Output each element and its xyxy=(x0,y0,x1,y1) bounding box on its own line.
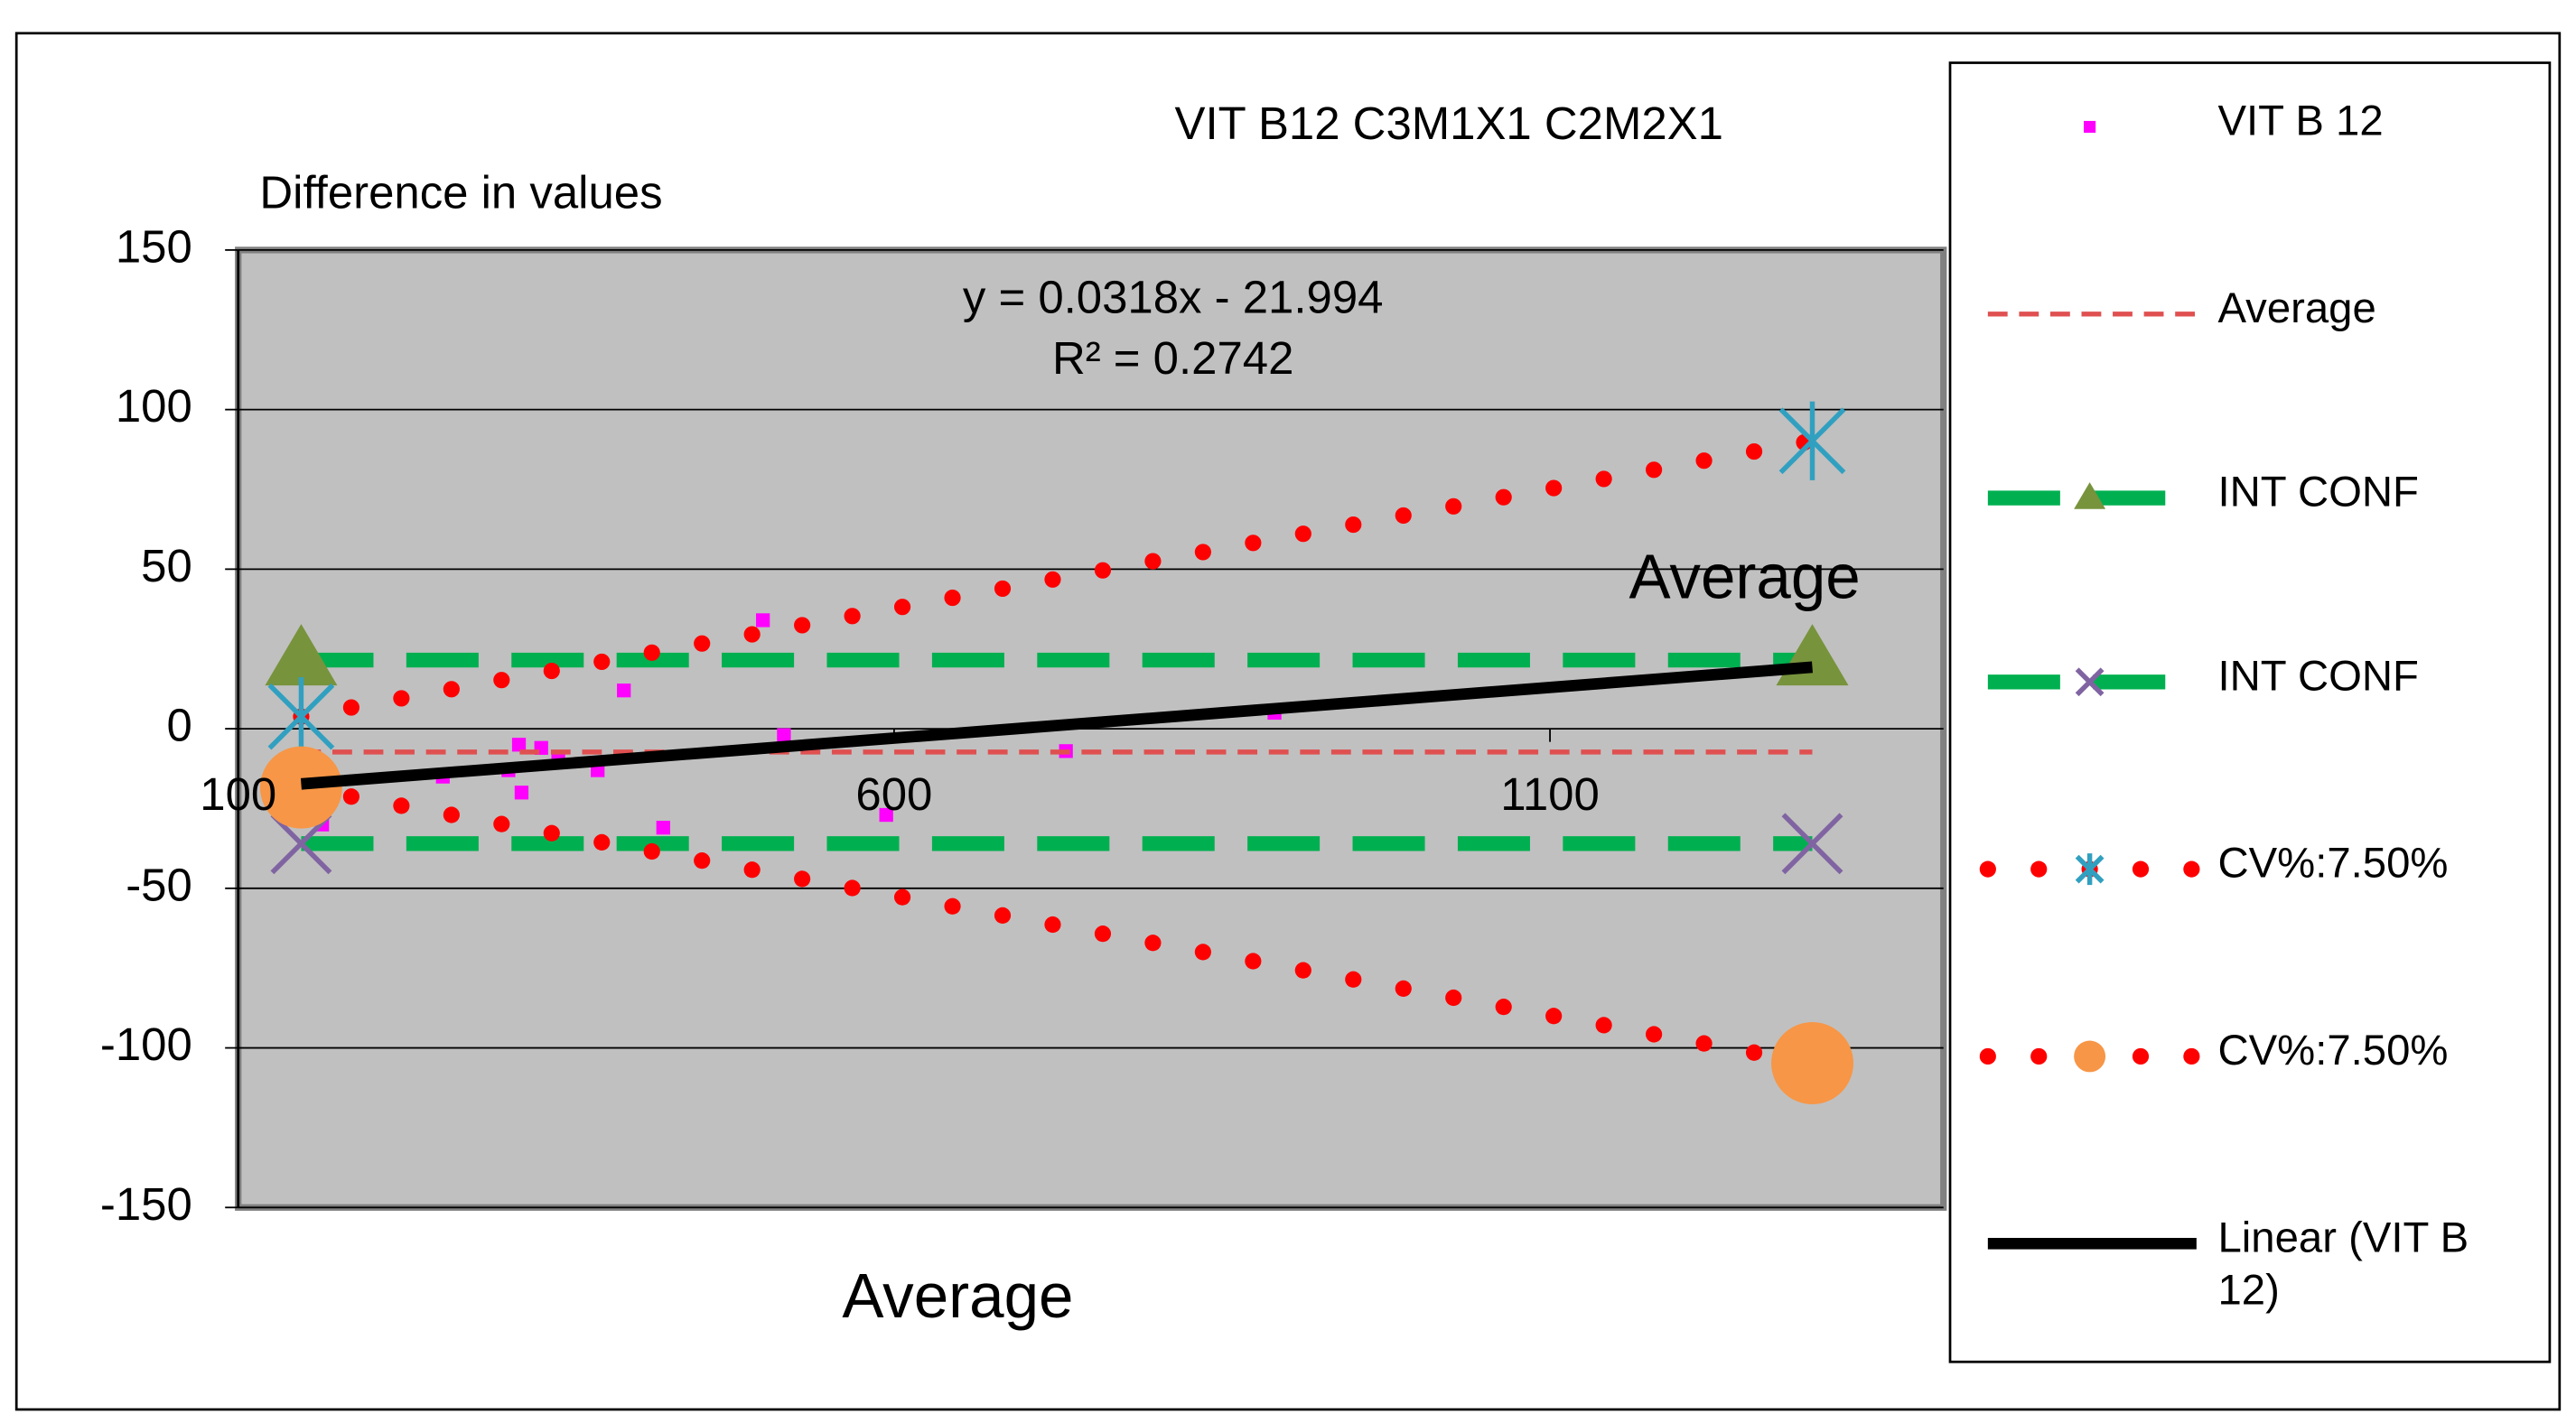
legend-label-box: CV%:7.50% xyxy=(2217,838,2449,888)
point xyxy=(511,738,527,752)
trend-equation: y = 0.0318x - 21.994 xyxy=(963,272,1384,323)
point xyxy=(2074,1040,2106,1073)
y-tick-label: -150 xyxy=(100,1178,192,1230)
y-tick-label: -50 xyxy=(126,859,192,910)
legend-label: CV%:7.50% xyxy=(2217,838,2449,888)
y-tick-label: 0 xyxy=(166,700,191,751)
point xyxy=(1781,813,1843,875)
point xyxy=(777,728,791,742)
x-tick-label: 1100 xyxy=(1500,768,1599,820)
point xyxy=(617,684,631,698)
legend-label-box: VIT B 12 xyxy=(2217,95,2384,145)
trend-r2: R² = 0.2742 xyxy=(1052,332,1293,384)
y-tick-label: -100 xyxy=(100,1018,192,1070)
point xyxy=(2084,120,2096,134)
point xyxy=(2075,853,2105,886)
x-tick-label: 600 xyxy=(855,768,932,820)
chart-title: VIT B12 C3M1X1 C2M2X1 xyxy=(1175,98,1723,149)
legend-label: INT CONF xyxy=(2217,650,2419,701)
annotation: Average xyxy=(1629,542,1861,612)
point xyxy=(2075,667,2105,697)
point xyxy=(267,677,335,757)
y-tick-label: 150 xyxy=(116,220,192,272)
point xyxy=(265,624,338,686)
y-tick-label: 100 xyxy=(116,380,192,432)
point xyxy=(2074,482,2106,509)
legend-label: INT CONF xyxy=(2217,466,2419,516)
legend-label: Average xyxy=(2217,283,2376,332)
y-axis-label: Difference in values xyxy=(259,166,662,218)
y-tick-label: 50 xyxy=(141,540,192,591)
plot xyxy=(225,248,1944,1209)
legend-label-box: Linear (VIT B 12) xyxy=(2217,1212,2469,1315)
point xyxy=(756,613,770,628)
point xyxy=(270,813,332,875)
legend-box xyxy=(1948,61,2552,1363)
series-line xyxy=(293,432,1821,725)
legend-label-box: Average xyxy=(2217,283,2376,332)
legend-label-box: INT CONF xyxy=(2217,650,2419,701)
legend-label-box: INT CONF xyxy=(2217,466,2419,516)
legend-label: VIT B 12 xyxy=(2217,95,2384,145)
legend-label: CV%:7.50% xyxy=(2217,1025,2449,1074)
point xyxy=(656,821,670,835)
series-line xyxy=(300,661,1813,790)
x-axis-label: Average xyxy=(842,1260,1073,1331)
point xyxy=(1778,401,1846,480)
point xyxy=(879,807,893,823)
x-tick-label: 100 xyxy=(200,768,276,820)
legend-label-box: CV%:7.50% xyxy=(2217,1025,2449,1074)
point xyxy=(259,746,342,829)
series-line xyxy=(293,779,1821,1072)
point xyxy=(514,786,529,800)
point xyxy=(1771,1022,1853,1105)
legend-label: Linear (VIT B 12) xyxy=(2217,1212,2469,1315)
